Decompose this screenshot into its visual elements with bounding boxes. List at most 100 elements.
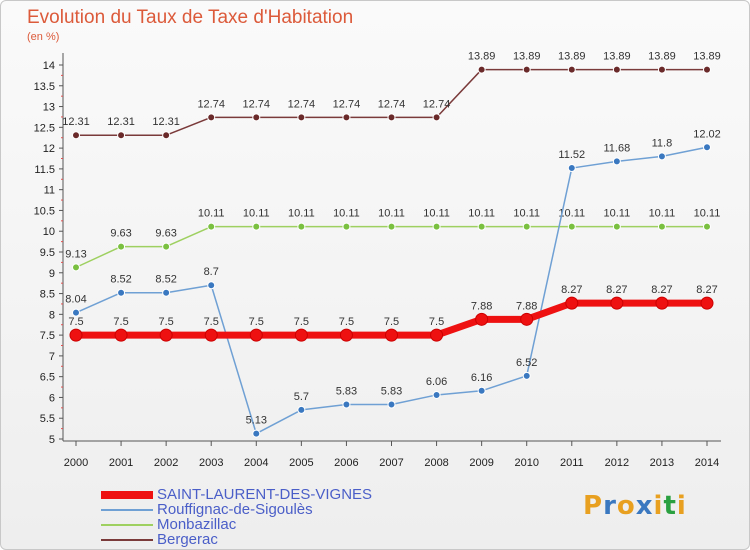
legend-swatch-rouffignac-de-sigoules — [101, 509, 153, 511]
data-point-monbazillac — [72, 263, 80, 272]
data-point-monbazillac — [387, 222, 396, 231]
x-tick-label: 2013 — [650, 457, 674, 469]
logo-letter: o — [616, 491, 636, 521]
data-label-bergerac: 12.74 — [423, 98, 451, 110]
data-label-rouffignac-de-sigoules: 12.02 — [693, 128, 721, 140]
legend-label-saint-laurent-des-vignes: SAINT-LAURENT-DES-VIGNES — [157, 486, 373, 503]
legend-label-rouffignac-de-sigoules: Rouffignac-de-Sigoulès — [157, 501, 313, 518]
y-tick-label: 11.5 — [34, 164, 55, 176]
data-point-rouffignac-de-sigoules — [342, 400, 351, 409]
data-point-saint-laurent-des-vignes — [114, 328, 128, 342]
proxiti-logo: Proxiti — [583, 491, 687, 521]
data-point-rouffignac-de-sigoules — [477, 386, 486, 395]
data-point-bergerac — [342, 113, 351, 122]
data-label-saint-laurent-des-vignes: 7.5 — [384, 316, 399, 328]
data-point-monbazillac — [612, 222, 621, 231]
data-point-bergerac — [387, 113, 396, 122]
logo-letter: i — [676, 491, 687, 521]
data-label-bergerac: 13.89 — [558, 51, 586, 63]
data-point-bergerac — [612, 65, 621, 74]
y-tick-label: 10 — [43, 226, 55, 238]
data-point-saint-laurent-des-vignes — [249, 328, 263, 342]
y-tick-label: 11 — [44, 185, 55, 197]
data-point-bergerac — [297, 113, 306, 122]
data-label-rouffignac-de-sigoules: 8.7 — [204, 266, 219, 278]
y-tick-label: 7.5 — [40, 330, 55, 342]
x-tick-label: 2004 — [244, 457, 268, 469]
data-label-monbazillac: 10.11 — [243, 208, 270, 220]
data-point-monbazillac — [477, 222, 486, 231]
data-point-saint-laurent-des-vignes — [69, 328, 83, 342]
data-point-rouffignac-de-sigoules — [72, 308, 80, 317]
y-tick-label: 9.5 — [40, 247, 55, 259]
y-tick-label: 8 — [49, 309, 55, 321]
data-label-saint-laurent-des-vignes: 7.5 — [339, 316, 354, 328]
data-label-bergerac: 13.89 — [513, 51, 541, 63]
data-label-saint-laurent-des-vignes: 7.5 — [204, 316, 219, 328]
data-point-monbazillac — [657, 222, 666, 231]
data-label-saint-laurent-des-vignes: 7.5 — [113, 316, 128, 328]
data-label-monbazillac: 10.11 — [423, 208, 450, 220]
data-point-saint-laurent-des-vignes — [430, 328, 444, 342]
y-tick-label: 13.5 — [34, 81, 55, 93]
data-point-monbazillac — [207, 222, 216, 231]
y-tick-label: 5 — [49, 434, 55, 446]
y-tick-label: 12.5 — [34, 122, 55, 134]
data-point-monbazillac — [297, 222, 306, 231]
data-label-saint-laurent-des-vignes: 7.5 — [68, 316, 83, 328]
logo-letter: i — [653, 491, 664, 521]
data-point-saint-laurent-des-vignes — [475, 312, 489, 326]
chart-unit-label: (en %) — [27, 31, 60, 43]
data-label-monbazillac: 9.13 — [65, 248, 86, 260]
data-label-monbazillac: 10.11 — [603, 208, 630, 220]
data-label-saint-laurent-des-vignes: 7.88 — [471, 300, 492, 312]
legend-label-monbazillac: Monbazillac — [157, 516, 237, 533]
x-tick-label: 2009 — [469, 457, 493, 469]
y-tick-label: 6 — [49, 392, 55, 404]
data-label-rouffignac-de-sigoules: 8.04 — [65, 294, 86, 306]
x-tick-label: 2006 — [334, 457, 358, 469]
logo-letter: x — [635, 491, 654, 521]
data-label-monbazillac: 10.11 — [468, 208, 495, 220]
x-tick-label: 2001 — [109, 457, 133, 469]
logo-letter: r — [603, 491, 617, 521]
data-label-rouffignac-de-sigoules: 8.52 — [110, 274, 131, 286]
data-label-saint-laurent-des-vignes: 8.27 — [651, 284, 672, 296]
data-label-rouffignac-de-sigoules: 5.7 — [294, 391, 309, 403]
legend-swatch-bergerac — [101, 539, 153, 541]
data-point-saint-laurent-des-vignes — [565, 296, 579, 310]
x-tick-label: 2003 — [199, 457, 223, 469]
data-point-rouffignac-de-sigoules — [252, 429, 261, 438]
y-tick-label: 6.5 — [40, 372, 55, 384]
data-label-saint-laurent-des-vignes: 7.5 — [429, 316, 444, 328]
data-point-monbazillac — [567, 222, 576, 231]
data-label-bergerac: 12.74 — [333, 98, 361, 110]
data-label-bergerac: 12.74 — [288, 98, 316, 110]
data-point-saint-laurent-des-vignes — [385, 328, 398, 342]
data-label-bergerac: 13.89 — [468, 51, 496, 63]
data-point-bergerac — [117, 131, 126, 140]
data-point-bergerac — [162, 131, 171, 140]
data-label-monbazillac: 10.11 — [198, 208, 225, 220]
data-point-monbazillac — [162, 242, 171, 251]
data-point-saint-laurent-des-vignes — [294, 328, 308, 342]
data-label-bergerac: 12.31 — [152, 116, 180, 128]
data-label-rouffignac-de-sigoules: 6.16 — [471, 372, 492, 384]
data-point-monbazillac — [522, 222, 531, 231]
data-label-saint-laurent-des-vignes: 8.27 — [606, 284, 627, 296]
data-point-bergerac — [432, 113, 441, 122]
data-point-bergerac — [657, 65, 666, 74]
data-label-monbazillac: 10.11 — [288, 208, 315, 220]
data-label-monbazillac: 10.11 — [558, 208, 585, 220]
data-label-rouffignac-de-sigoules: 8.52 — [155, 274, 176, 286]
data-label-monbazillac: 9.63 — [110, 228, 131, 240]
data-label-rouffignac-de-sigoules: 11.68 — [603, 142, 630, 154]
y-tick-label: 14 — [43, 60, 55, 72]
y-tick-label: 8.5 — [40, 289, 55, 301]
data-label-monbazillac: 10.11 — [694, 208, 721, 220]
data-label-bergerac: 13.89 — [693, 51, 721, 63]
data-label-saint-laurent-des-vignes: 8.27 — [696, 284, 717, 296]
legend-swatch-monbazillac — [101, 524, 153, 526]
